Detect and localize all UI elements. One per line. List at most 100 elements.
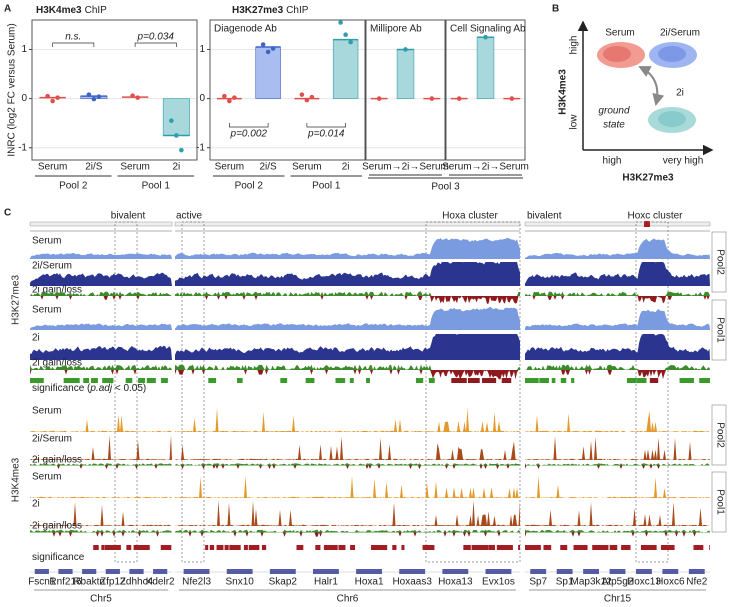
track-label: Serum — [32, 406, 61, 417]
significance-bar — [560, 545, 568, 550]
chromosome-label: Chr6 — [337, 594, 359, 605]
significance-bar — [102, 378, 114, 383]
signal-track — [525, 411, 710, 432]
sample-point — [232, 95, 237, 100]
significance-bar — [349, 378, 354, 383]
significance-bar — [592, 545, 609, 550]
gain-track — [30, 463, 172, 466]
sample-point — [338, 20, 343, 25]
significance-part: significance ( — [32, 383, 91, 394]
gene-model — [269, 569, 296, 574]
sample-point — [270, 46, 276, 51]
gene-model — [662, 569, 679, 574]
gene-model — [583, 569, 599, 574]
x-tick-label: Serum — [292, 162, 321, 173]
significance-bar — [428, 378, 435, 383]
state-label: 2i/Serum — [660, 28, 700, 39]
state-label: 2i — [676, 88, 684, 99]
gene-label: Snx10 — [226, 577, 255, 588]
ideogram — [29, 221, 173, 227]
significance-bar — [693, 545, 704, 550]
highlight-box — [181, 221, 205, 563]
gene-model — [530, 569, 547, 574]
x-very-high: very high — [663, 156, 704, 167]
significance-bar — [573, 545, 588, 550]
panel-frame — [445, 19, 526, 161]
gene-label: Fscn1 — [28, 577, 56, 588]
gain-track — [175, 529, 520, 533]
significance-bar — [305, 378, 315, 383]
sample-point — [86, 92, 92, 97]
sample-point — [483, 34, 488, 40]
sample-point — [55, 95, 60, 100]
bracket — [134, 42, 177, 47]
chromosome-label: Chr5 — [90, 594, 112, 605]
state-serum-core — [603, 46, 631, 62]
sample-point — [299, 92, 305, 97]
gene-model — [636, 569, 652, 574]
signal-track — [525, 501, 710, 526]
panel-frame — [31, 19, 198, 161]
significance-bar — [371, 545, 388, 550]
gene-label: Hoxa13 — [438, 577, 473, 588]
signal-track — [525, 262, 710, 286]
y-tick-label: -1 — [18, 142, 27, 153]
annotation: p=0.002 — [230, 129, 268, 140]
track-label: 2i gain/loss — [32, 521, 82, 532]
y-tick-label: 1 — [21, 44, 27, 55]
x-tick-label: 2i — [342, 162, 350, 173]
gene-label: Kdelr2 — [146, 577, 175, 588]
significance-bar — [637, 378, 647, 383]
significance-part: p.adj — [89, 383, 112, 394]
panel-label: A — [4, 4, 11, 15]
signal-track — [175, 407, 520, 432]
highlight-box — [425, 221, 521, 563]
title-assay: H3K4me3 — [36, 5, 82, 16]
bar — [476, 36, 495, 99]
significance-bar — [560, 378, 567, 383]
sample-point — [50, 98, 55, 104]
ground-label: state — [603, 120, 625, 131]
significance-bar — [525, 545, 541, 550]
gene-model — [153, 569, 168, 574]
gene-label: Halr1 — [314, 577, 338, 588]
significance-bar — [518, 545, 520, 550]
significance-bar — [350, 545, 356, 550]
chromosome-label: Chr15 — [604, 594, 632, 605]
sample-point — [260, 42, 266, 47]
loss-track — [30, 465, 172, 469]
significance-bar — [571, 378, 575, 383]
gene-model — [688, 569, 705, 574]
significance-bar — [640, 545, 657, 550]
gene-model — [183, 569, 210, 574]
significance-bar — [543, 545, 552, 550]
gene-label: Map3k12 — [571, 577, 613, 588]
significance-bar — [463, 545, 471, 550]
signal-track — [30, 414, 172, 432]
region-label: Hoxc cluster — [627, 211, 683, 222]
annotation: p=0.034 — [137, 32, 175, 43]
sample-point — [227, 98, 232, 104]
significance-bar — [146, 378, 156, 383]
track-label: 2i — [32, 499, 40, 510]
pool-label: Pool1 — [714, 489, 725, 515]
significance-bar — [649, 378, 659, 383]
significance-bar — [63, 378, 80, 383]
ideogram — [174, 221, 521, 227]
panel-title: Millipore Ab — [370, 24, 422, 35]
chart-title: H3K4me3 ChIP — [36, 5, 107, 16]
gain-track — [30, 529, 172, 533]
gain-track — [525, 291, 710, 296]
sample-point — [91, 96, 97, 102]
significance-bar — [261, 545, 267, 550]
highlight-box — [114, 221, 138, 563]
bar — [332, 39, 359, 99]
signal-track — [30, 323, 172, 330]
track-label: Serum — [32, 305, 61, 316]
significance-bar — [83, 378, 90, 383]
y-low: low — [569, 114, 580, 130]
gene-label: Hoxa1 — [355, 577, 384, 588]
x-tick-label: Serum — [120, 162, 149, 173]
significance-bar — [338, 545, 346, 550]
significance-bar — [237, 378, 243, 383]
